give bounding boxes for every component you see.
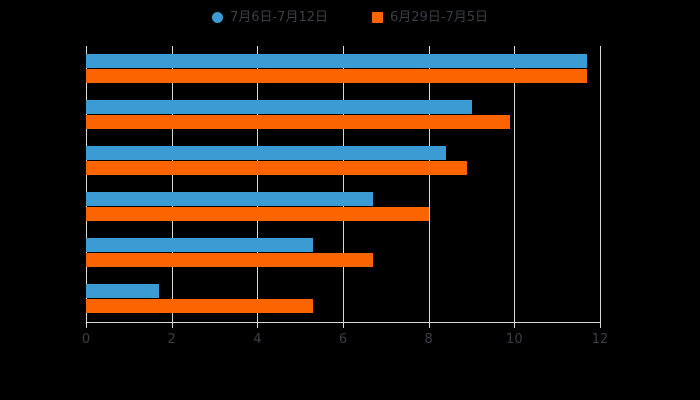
- x-tick-10: [514, 322, 516, 328]
- x-tick-2: [171, 322, 173, 328]
- x-tick-4: [257, 322, 259, 328]
- gridline-x-2: [171, 46, 173, 322]
- legend-item-series-0[interactable]: 7月6日-7月12日: [211, 9, 328, 25]
- x-tick-label-12: 12: [591, 332, 609, 347]
- x-tick-label-10: 10: [506, 332, 523, 347]
- bar-1[interactable]: [86, 253, 373, 267]
- bar-1[interactable]: [86, 299, 314, 313]
- gridline-x-8: [428, 46, 430, 322]
- bar-0[interactable]: [86, 284, 159, 298]
- x-axis: 0 2 4 6 8 10 12: [82, 322, 608, 346]
- gridline-x-6: [343, 46, 344, 322]
- legend-label-series-1: 6月29日-7月5日: [390, 9, 489, 25]
- gridline-x-12: [600, 46, 601, 322]
- x-tick-label-6: 6: [338, 332, 348, 347]
- bar-1[interactable]: [86, 69, 588, 83]
- bar-0[interactable]: [86, 100, 472, 114]
- gridline-x-0: [86, 46, 87, 322]
- bar-group: 韩国: [86, 284, 600, 313]
- x-tick-label-8: 8: [424, 332, 433, 347]
- bar-0[interactable]: [86, 192, 373, 206]
- gridline-x-4: [257, 46, 259, 322]
- bar-0[interactable]: [86, 54, 588, 68]
- bar-1[interactable]: [86, 207, 429, 221]
- bar-group: 其他: [86, 54, 600, 83]
- legend-label-series-0: 7月6日-7月12日: [229, 9, 328, 25]
- legend-item-series-1[interactable]: 6月29日-7月5日: [372, 11, 488, 24]
- legend-marker-square-icon: [372, 11, 383, 23]
- bar-group: 中国: [86, 192, 600, 221]
- bar-1[interactable]: [86, 115, 511, 129]
- x-tick-6: [343, 322, 344, 328]
- bar-0[interactable]: [86, 146, 446, 160]
- bar-0[interactable]: [86, 238, 314, 252]
- bar-1[interactable]: [86, 161, 468, 175]
- x-tick-8: [428, 322, 430, 328]
- bar-group: 英国: [86, 238, 600, 267]
- plot-area: 其他德国日本中国英国韩国: [86, 46, 601, 322]
- x-tick-label-0: 0: [81, 332, 91, 347]
- gridline-x-10: [514, 46, 516, 322]
- x-tick-0: [86, 322, 87, 328]
- chart-legend: 7月6日-7月12日 6月29日-7月5日: [0, 0, 700, 34]
- bar-group: 日本: [86, 146, 600, 175]
- x-tick-label-2: 2: [167, 332, 176, 347]
- legend-marker-circle-icon: [211, 11, 223, 23]
- x-tick-12: [600, 322, 601, 328]
- bar-group: 德国: [86, 100, 600, 129]
- x-tick-label-4: 4: [253, 332, 262, 347]
